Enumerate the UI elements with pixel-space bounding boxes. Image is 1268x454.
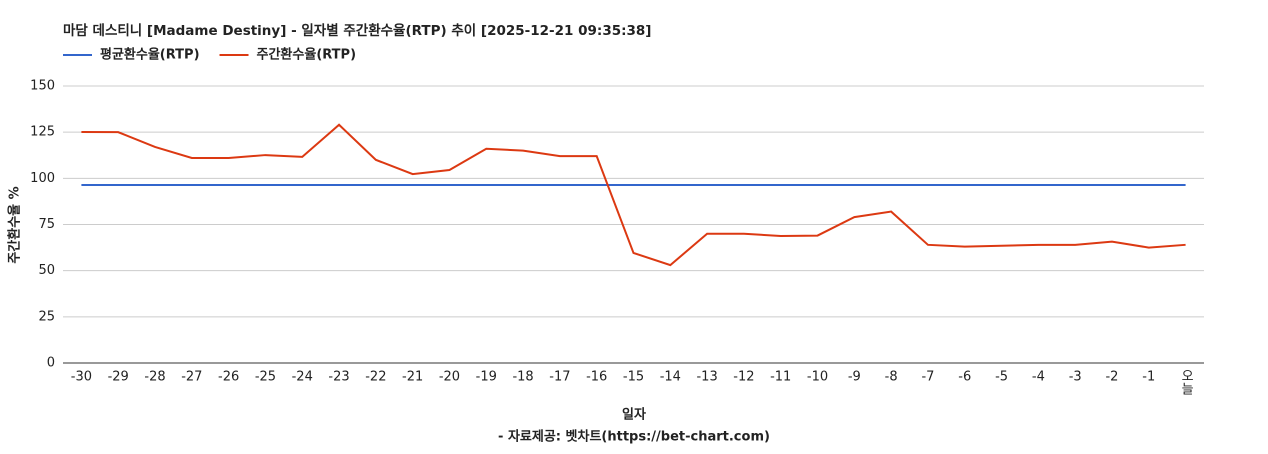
x-tick-label: -16 xyxy=(586,370,607,385)
footer: - 자료제공: 벳차트(https://bet-chart.com) xyxy=(498,429,770,445)
x-tick-label: -24 xyxy=(292,370,313,385)
x-tick-label: -23 xyxy=(328,370,349,385)
y-tick-label: 0 xyxy=(47,356,55,371)
x-tick-label: -6 xyxy=(958,370,971,385)
x-tick-label: -25 xyxy=(255,370,276,385)
x-tick-label: -10 xyxy=(807,370,828,385)
x-tick-label: -29 xyxy=(108,370,129,385)
x-tick-label: -7 xyxy=(921,370,934,385)
x-tick-label: -4 xyxy=(1032,370,1045,385)
x-tick-label: -9 xyxy=(848,370,861,385)
x-tick-label: -3 xyxy=(1069,370,1082,385)
y-tick-label: 125 xyxy=(30,125,55,140)
legend-label: 주간환수율(RTP) xyxy=(257,47,357,63)
x-tick-label: -2 xyxy=(1105,370,1118,385)
legend-label: 평균환수율(RTP) xyxy=(100,47,200,63)
x-tick-label: -5 xyxy=(995,370,1008,385)
x-tick-label: -13 xyxy=(696,370,717,385)
x-tick-label: -28 xyxy=(144,370,165,385)
x-tick-label: -15 xyxy=(623,370,644,385)
y-tick-label: 150 xyxy=(30,79,55,94)
series-line xyxy=(81,123,1186,267)
x-tick-label: -14 xyxy=(660,370,681,385)
x-tick-label: -12 xyxy=(733,370,754,385)
y-tick-label: 75 xyxy=(38,217,55,232)
x-tick-label: -18 xyxy=(512,370,533,385)
x-tick-label: -19 xyxy=(476,370,497,385)
y-tick-label: 100 xyxy=(30,171,55,186)
x-tick-label: -20 xyxy=(439,370,460,385)
x-tick-label: -1 xyxy=(1142,370,1155,385)
x-tick-label: -8 xyxy=(885,370,898,385)
x-tick-label: -30 xyxy=(71,370,92,385)
x-tick-label: -17 xyxy=(549,370,570,385)
x-tick-label: -11 xyxy=(770,370,791,385)
x-tick-label: -26 xyxy=(218,370,239,385)
y-tick-label: 25 xyxy=(38,309,55,324)
x-tick-label: -27 xyxy=(181,370,202,385)
x-tick-label: -22 xyxy=(365,370,386,385)
y-axis-label: 주간환수율 % xyxy=(7,186,23,263)
y-tick-label: 50 xyxy=(38,263,55,278)
x-tick-label: -21 xyxy=(402,370,423,385)
chart-title: 마담 데스티니 [Madame Destiny] - 일자별 주간환수율(RTP… xyxy=(63,22,651,39)
x-axis-label: 일자 xyxy=(622,408,646,423)
x-tick-label: 오늘 xyxy=(1178,369,1193,395)
